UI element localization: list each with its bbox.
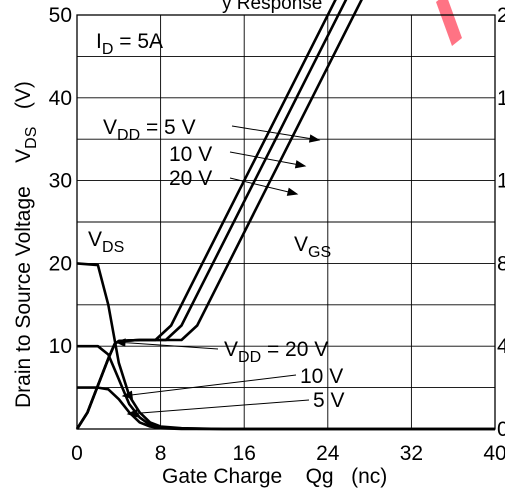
y2-tick-label: 1 (497, 170, 505, 193)
x-tick-label: 24 (316, 442, 340, 465)
y2-tick-label: 1 (497, 87, 505, 110)
annotation-vdd-20: 20 V (169, 167, 212, 190)
svg-text:Drain to Source Voltage VDS: Drain to Source Voltage VDS (V) (12, 81, 40, 408)
annotation-id: ID = 5A (96, 30, 163, 58)
arrow-vdd-10-lower (123, 375, 296, 396)
y2-tick-label: 8 (497, 252, 505, 275)
x-tick-label: 32 (400, 442, 423, 465)
x-tick-label: 0 (71, 442, 83, 465)
annotation-vdd-10-lower: 10 V (300, 365, 343, 388)
y-tick-label: 30 (49, 170, 72, 193)
y-axis-label-sub: DS (23, 127, 40, 149)
arrow-vdd-5-lower (128, 400, 309, 414)
y2-tick-label: 0 (497, 418, 505, 441)
annotation-vgs: VGS (294, 233, 331, 261)
arrow-vdd-20-lower (116, 342, 218, 349)
y-tick-label: 50 (49, 4, 72, 27)
y2-tick-label: 2 (497, 4, 505, 27)
y-tick-label: 20 (49, 252, 72, 275)
annotation-vdd-10: 10 V (169, 143, 212, 166)
y-tick-labels: 50 40 30 20 10 (49, 4, 72, 358)
arrow-vdd-5-head (310, 135, 319, 142)
y-axis-label-main: Drain to Source Voltage V (12, 149, 35, 408)
annotation-vds: VDS (88, 228, 124, 256)
y-tick-label: 10 (49, 335, 72, 358)
watermark-fragment (436, 0, 462, 46)
y-axis-label: Drain to Source Voltage VDS (V) (12, 81, 40, 408)
annotation-vdd-5-lower: 5 V (313, 389, 345, 412)
y2-tick-label: 4 (497, 335, 505, 358)
x-tick-labels: 0 8 16 24 32 40 (71, 442, 505, 465)
header-fragment: y Response (222, 0, 322, 14)
x-tick-label: 16 (233, 442, 256, 465)
series-group (77, 0, 495, 429)
x-tick-label: 40 (483, 442, 505, 465)
arrow-vdd-20-head (287, 189, 297, 196)
annotation-arrows (116, 126, 319, 417)
annotation-vdd-20-lower: VDD = 20 V (224, 338, 328, 366)
grid (77, 15, 495, 429)
y-tick-label: 40 (49, 87, 72, 110)
y2-tick-labels: 2 1 1 8 4 0 (497, 4, 505, 441)
x-tick-label: 8 (155, 442, 167, 465)
annotation-vdd-5: VDD = 5 V (103, 116, 196, 144)
y-axis-label-unit: (V) (12, 81, 35, 109)
x-axis-label: Gate Charge Qg (nc) (162, 465, 387, 488)
arrow-vdd-20-lower-head (116, 339, 125, 346)
arrow-vdd-10-head (296, 161, 305, 168)
